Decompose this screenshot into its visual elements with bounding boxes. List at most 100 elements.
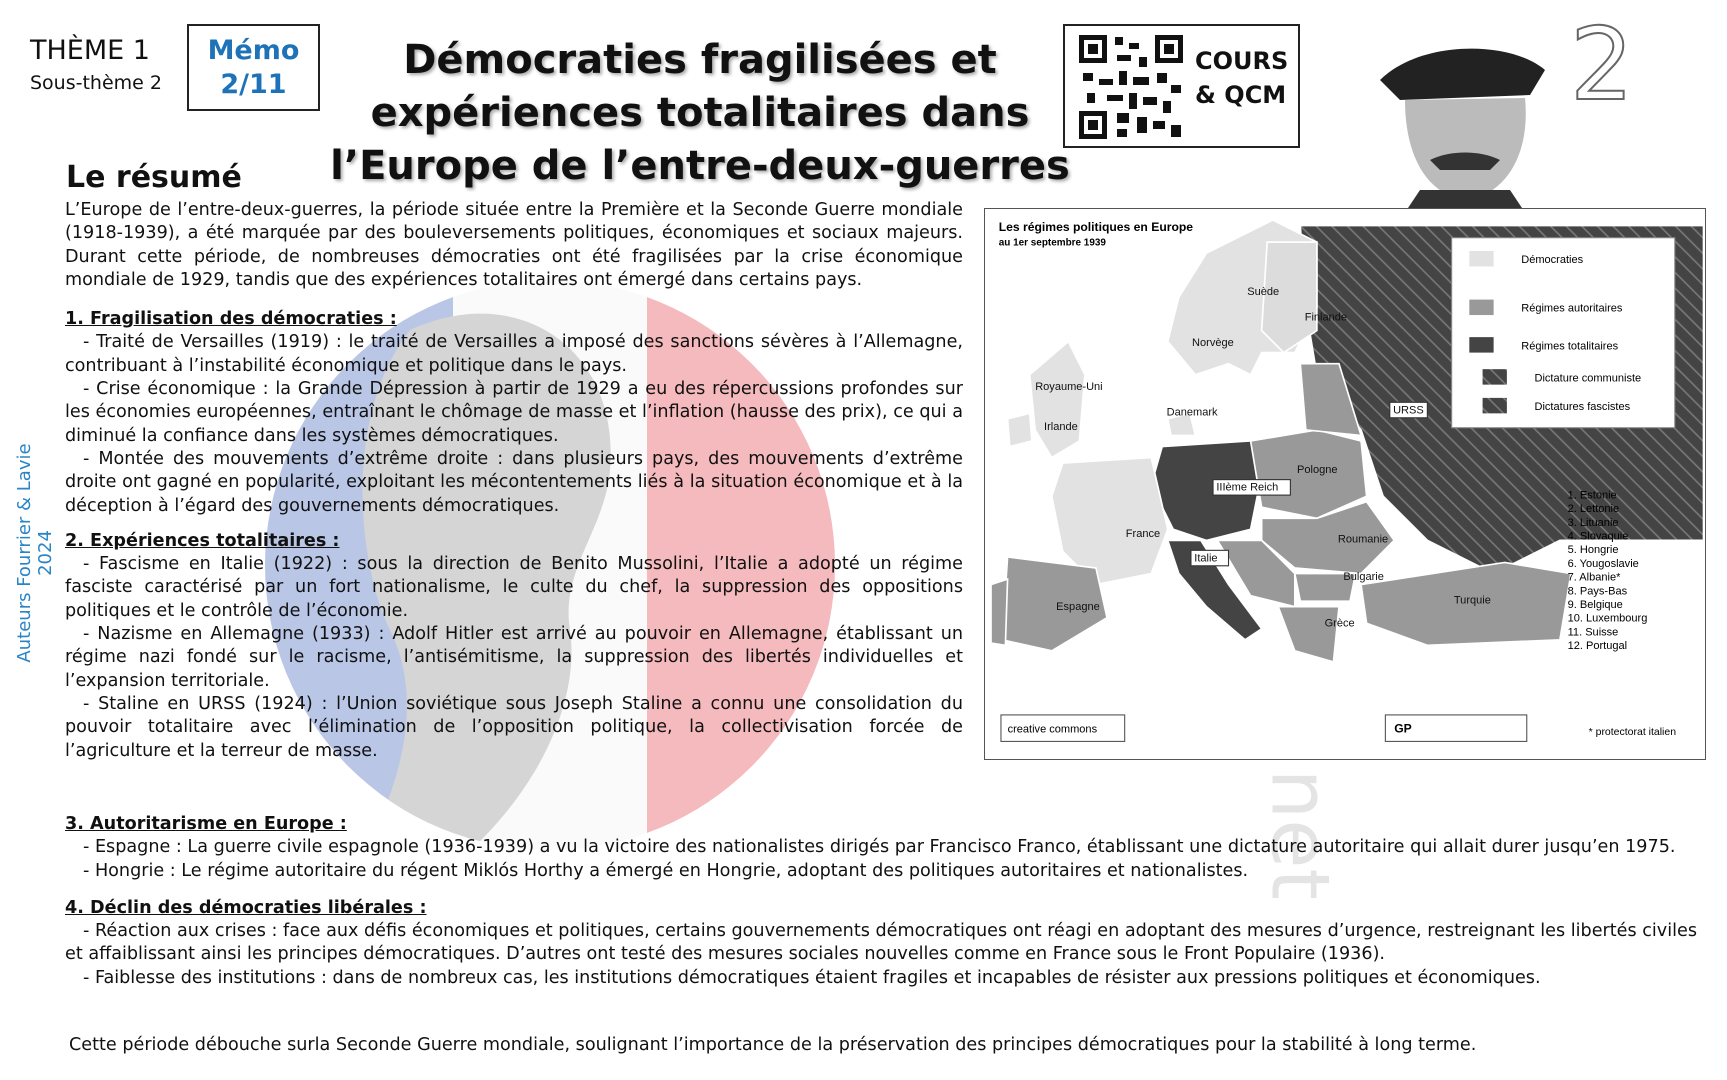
country-label: Norvège [1192, 337, 1234, 349]
title-line: l’Europe de l’entre-deux-guerres [330, 143, 1070, 189]
intro: L’Europe de l’entre-deux-guerres, la pér… [65, 200, 963, 290]
section-item: - Faiblesse des institutions : dans de n… [83, 967, 1541, 988]
qr-box[interactable] [1063, 24, 1300, 148]
list-item: 2. Lettonie [1568, 503, 1620, 515]
qr-label-line: COURS [1195, 47, 1289, 75]
section-title: 2. Expériences totalitaires : [65, 530, 340, 551]
map-author: GP [1394, 722, 1412, 736]
chapter-number: 2 [1569, 5, 1635, 124]
legend-label: Dictatures fascistes [1534, 401, 1630, 413]
author-box [1384, 714, 1528, 742]
memo-number: 2/11 [220, 69, 287, 100]
section-item: - Hongrie : Le régime autoritaire du rég… [83, 860, 1249, 881]
region-turkey [1360, 561, 1572, 647]
country-label: Turquie [1454, 594, 1491, 606]
title: Démocraties fragilisées et expériences t… [330, 34, 1070, 193]
section-title: 1. Fragilisation des démocraties : [65, 309, 397, 330]
title-line: Démocraties fragilisées et [403, 37, 997, 83]
list-item: 3. Lituanie [1568, 517, 1619, 529]
title-line: expériences totalitaires dans [370, 90, 1030, 136]
summary-heading: Le résumé [66, 160, 242, 195]
map-title: Les régimes politiques en Europe [999, 220, 1194, 234]
list-item: 8. Pays-Bas [1568, 585, 1628, 597]
legend-label: Démocraties [1521, 254, 1583, 266]
region-greece [1277, 605, 1340, 663]
region-bulgaria [1293, 572, 1357, 602]
region-uk [1028, 340, 1086, 459]
region-yugoslavia [1216, 539, 1296, 608]
legend-swatch [1469, 299, 1494, 316]
country-label: Pologne [1297, 464, 1337, 476]
legend-box [1451, 237, 1676, 429]
sub-theme: Sous-thème 2 [30, 72, 162, 94]
memo-box: Mémo 2/11 [187, 24, 320, 111]
legend-swatch [1482, 397, 1507, 414]
list-item: 6. Yougoslavie [1568, 558, 1639, 570]
numbered-list: 1. Estonie 2. Lettonie 3. Lituanie 4. Slova… [1568, 489, 1648, 652]
country-label: IIIème Reich [1216, 482, 1278, 494]
section-item: - Réaction aux crises : face aux défis é… [65, 921, 1697, 965]
theme: THÈME 1 [30, 35, 150, 66]
list-item: 11. Suisse [1568, 626, 1619, 638]
country-labels: Suède Finlande Norvège Royaume-Uni Irlande Da… [1035, 286, 1491, 629]
country-label: Espagne [1056, 601, 1100, 613]
section-title: 4. Déclin des démocraties libérales : [65, 897, 427, 918]
country-label: Irlande [1044, 421, 1078, 433]
map-subtitle: au 1er septembre 1939 [999, 237, 1107, 248]
list-item: 4. Slovaquie [1568, 531, 1629, 543]
section-item: - Staline en URSS (1924) : l’Union sovié… [65, 693, 963, 761]
region-denmark [1166, 412, 1197, 437]
conclusion: Cette période débouche surla Seconde Gue… [69, 1035, 1477, 1055]
list-item: 5. Hongrie [1568, 544, 1619, 556]
section-item: - Montée des mouvements d’extrême droite… [65, 448, 963, 516]
list-item: 7. Albanie* [1568, 572, 1621, 584]
map-note: * protectorat italien [1589, 727, 1677, 738]
europe-map: Démocraties Régimes autoritaires Régimes t… [990, 219, 1705, 742]
region-portugal [990, 577, 1009, 647]
section-item: - Fascisme en Italie (1922) : sous la di… [65, 554, 963, 621]
country-label: Finlande [1305, 312, 1347, 324]
author-credit: Auteurs Fourrier & Lavie 2024 [14, 443, 56, 663]
legend-swatch [1482, 369, 1507, 385]
legend-label: Régimes autoritaires [1521, 303, 1623, 315]
country-label: Danemark [1167, 407, 1218, 419]
legend-label: Régimes totalitaires [1521, 340, 1618, 352]
license: creative commons [1008, 724, 1098, 736]
country-label: France [1126, 528, 1160, 540]
country-label: Italie [1194, 552, 1217, 564]
region-baltics [1299, 362, 1363, 437]
legend: Démocraties Régimes autoritaires Régimes t… [1469, 250, 1641, 414]
section-item: - Nazisme en Allemagne (1933) : Adolf Hi… [65, 624, 963, 691]
legend-label: Dictature communiste [1534, 372, 1641, 384]
country-label: URSS [1393, 404, 1424, 416]
summary-column: L’Europe de l’entre-deux-guerres, la pér… [65, 199, 963, 763]
country-label-bg [1389, 401, 1428, 419]
list-item: 9. Belgique [1568, 599, 1623, 611]
map-panel: Démocraties Régimes autoritaires Régimes t… [984, 208, 1706, 760]
summary-full-width: 3. Autoritarisme en Europe : - Espagne : … [65, 813, 1697, 990]
country-label-bg [1190, 549, 1230, 567]
country-label: Roumanie [1338, 534, 1388, 546]
memo-label: Mémo [207, 35, 300, 66]
legend-swatch [1469, 337, 1494, 353]
region-finland [1260, 241, 1318, 354]
qr-label-line: & QCM [1195, 81, 1287, 109]
background-illustration [265, 280, 835, 850]
list-item: 1. Estonie [1568, 489, 1617, 501]
section-item: - Traité de Versailles (1919) : le trait… [65, 332, 963, 376]
qr-label: COURS & QCM [1195, 44, 1295, 112]
list-item: 12. Portugal [1568, 640, 1628, 652]
list-item: 10. Luxembourg [1568, 613, 1648, 625]
section-title: 3. Autoritarisme en Europe : [65, 814, 347, 834]
section-item: - Crise économique : la Grande Dépressio… [65, 379, 963, 446]
legend-swatch [1469, 250, 1494, 267]
license-box [1000, 714, 1126, 742]
qr-code [1079, 35, 1183, 139]
country-label: Suède [1247, 286, 1279, 298]
region-ireland [1006, 412, 1033, 448]
country-label: Royaume-Uni [1035, 381, 1102, 393]
country-label-bg [1212, 479, 1291, 496]
region-france [1050, 456, 1169, 586]
